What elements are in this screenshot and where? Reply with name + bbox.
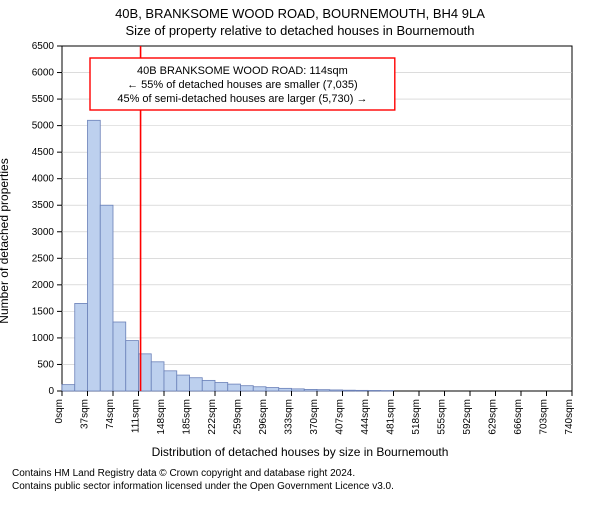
histogram-chart: 0 500 1000 1500 2000 2500 3000 3500 4000 4500 5000… bbox=[0, 38, 600, 438]
svg-text:333sqm: 333sqm bbox=[284, 399, 295, 435]
svg-text:111sqm: 111sqm bbox=[131, 399, 142, 433]
svg-text:592sqm: 592sqm bbox=[462, 399, 473, 435]
svg-text:296sqm: 296sqm bbox=[258, 399, 269, 435]
footer-line-2: Contains public sector information licen… bbox=[12, 480, 600, 493]
svg-text:259sqm: 259sqm bbox=[233, 399, 244, 435]
x-axis-label: Distribution of detached houses by size … bbox=[0, 445, 600, 459]
svg-text:2500: 2500 bbox=[32, 253, 55, 264]
svg-text:← 55% of detached houses are s: ← 55% of detached houses are smaller (7,… bbox=[127, 79, 358, 91]
svg-text:74sqm: 74sqm bbox=[105, 399, 116, 429]
svg-text:407sqm: 407sqm bbox=[335, 399, 346, 435]
chart-area: Number of detached properties 0 500 1000 15… bbox=[0, 38, 600, 443]
svg-text:500: 500 bbox=[37, 359, 54, 370]
svg-text:6500: 6500 bbox=[32, 41, 55, 52]
svg-text:629sqm: 629sqm bbox=[488, 399, 499, 435]
svg-text:740sqm: 740sqm bbox=[564, 399, 575, 435]
svg-text:2000: 2000 bbox=[32, 280, 55, 291]
svg-text:370sqm: 370sqm bbox=[309, 399, 320, 435]
footer-line-1: Contains HM Land Registry data © Crown c… bbox=[12, 467, 600, 480]
page-title: 40B, BRANKSOME WOOD ROAD, BOURNEMOUTH, B… bbox=[0, 6, 600, 21]
svg-text:518sqm: 518sqm bbox=[411, 399, 422, 435]
y-axis-label: Number of detached properties bbox=[0, 158, 11, 323]
svg-text:5500: 5500 bbox=[32, 94, 55, 105]
svg-text:148sqm: 148sqm bbox=[156, 399, 167, 435]
svg-text:444sqm: 444sqm bbox=[360, 399, 371, 435]
svg-text:0sqm: 0sqm bbox=[54, 399, 65, 423]
svg-text:481sqm: 481sqm bbox=[386, 399, 397, 435]
page-subtitle: Size of property relative to detached ho… bbox=[0, 23, 600, 38]
svg-text:3500: 3500 bbox=[32, 200, 55, 211]
svg-text:555sqm: 555sqm bbox=[437, 399, 448, 435]
svg-text:40B BRANKSOME WOOD ROAD: 114sq: 40B BRANKSOME WOOD ROAD: 114sqm bbox=[137, 65, 348, 77]
titles: 40B, BRANKSOME WOOD ROAD, BOURNEMOUTH, B… bbox=[0, 6, 600, 38]
svg-text:222sqm: 222sqm bbox=[207, 399, 218, 435]
svg-text:45% of semi-detached houses ar: 45% of semi-detached houses are larger (… bbox=[117, 93, 367, 105]
svg-text:666sqm: 666sqm bbox=[513, 399, 524, 435]
svg-text:4500: 4500 bbox=[32, 147, 55, 158]
svg-text:703sqm: 703sqm bbox=[539, 399, 550, 435]
footer: Contains HM Land Registry data © Crown c… bbox=[12, 467, 600, 493]
svg-text:0: 0 bbox=[48, 386, 54, 397]
svg-text:5000: 5000 bbox=[32, 121, 55, 132]
svg-text:1000: 1000 bbox=[32, 333, 55, 344]
svg-text:1500: 1500 bbox=[32, 306, 55, 317]
svg-text:37sqm: 37sqm bbox=[80, 399, 91, 429]
svg-text:3000: 3000 bbox=[32, 227, 55, 238]
svg-text:4000: 4000 bbox=[32, 174, 55, 185]
svg-text:6000: 6000 bbox=[32, 68, 55, 79]
svg-text:185sqm: 185sqm bbox=[182, 399, 193, 435]
